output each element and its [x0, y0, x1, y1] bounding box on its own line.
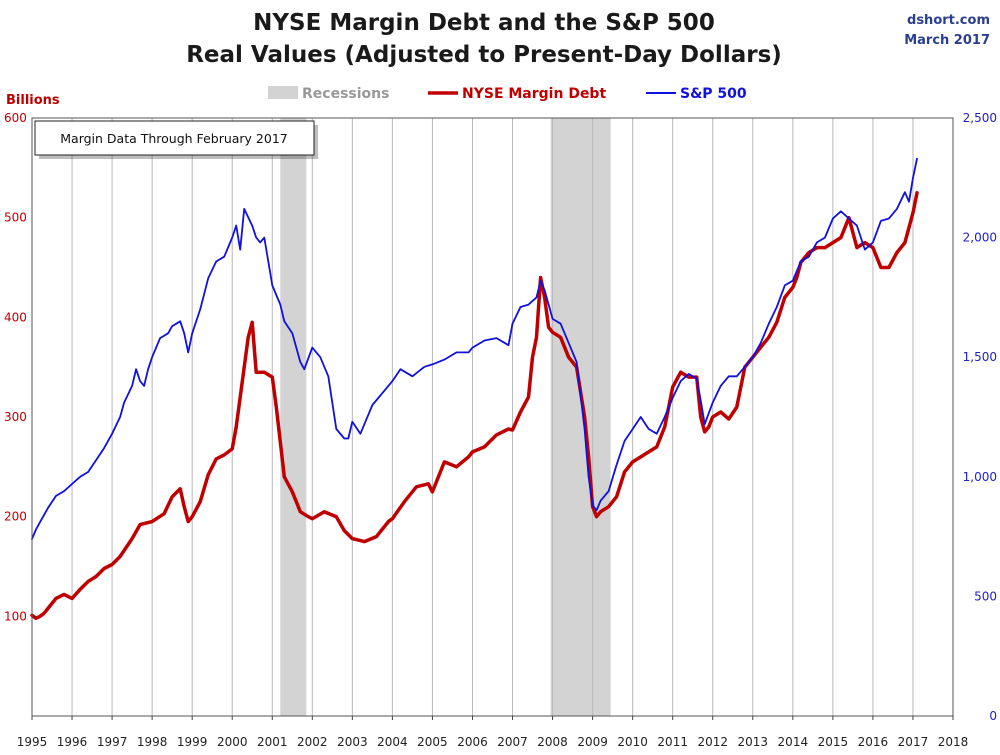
x-tick-label-2012: 2012: [697, 735, 728, 749]
x-tick-label-2013: 2013: [738, 735, 769, 749]
x-tick-label-2014: 2014: [778, 735, 809, 749]
right-tick-label-1000: 1,000: [963, 470, 997, 484]
x-tick-label-2002: 2002: [297, 735, 328, 749]
x-tick-label-2017: 2017: [898, 735, 929, 749]
x-tick-label-1996: 1996: [57, 735, 88, 749]
recession-bands: [280, 118, 611, 716]
x-tick-label-2008: 2008: [537, 735, 568, 749]
x-tick-label-2001: 2001: [257, 735, 288, 749]
credit-date: March 2017: [904, 33, 990, 48]
legend-margin-label: NYSE Margin Debt: [462, 86, 606, 102]
left-axis-ticks: 100 200 300 400 500 600: [4, 111, 27, 623]
series-line-margin-debt: [30, 191, 919, 621]
x-tick-label-2005: 2005: [417, 735, 448, 749]
credit-site: dshort.com: [907, 13, 990, 28]
left-tick-label-600: 600: [4, 111, 27, 125]
chart-title: NYSE Margin Debt and the S&P 500: [253, 10, 715, 36]
chart-subtitle: Real Values (Adjusted to Present-Day Dol…: [186, 42, 782, 68]
x-tick-label-2000: 2000: [217, 735, 248, 749]
right-tick-label-2500: 2,500: [963, 111, 997, 125]
legend-recession-swatch: [268, 86, 298, 99]
right-tick-label-1500: 1,500: [963, 350, 997, 364]
x-tick-label-2015: 2015: [818, 735, 849, 749]
x-tick-label-2003: 2003: [337, 735, 368, 749]
x-axis-ticks: 1995 1996 1997 1998 1999 2000 2001 2002 2003 2004…: [17, 716, 969, 749]
legend-recession-label: Recessions: [302, 86, 389, 102]
x-tick-label-1998: 1998: [137, 735, 168, 749]
annotation-box: Margin Data Through February 2017: [34, 120, 318, 159]
x-tick-label-2009: 2009: [577, 735, 608, 749]
left-tick-label-200: 200: [4, 510, 27, 524]
recession-band-1: [280, 118, 307, 716]
legend-sp500-label: S&P 500: [680, 86, 747, 102]
recession-band-2: [550, 118, 611, 716]
x-tick-label-1995: 1995: [17, 735, 48, 749]
x-tick-label-2011: 2011: [657, 735, 688, 749]
annotation-text: Margin Data Through February 2017: [60, 131, 287, 146]
left-tick-label-300: 300: [4, 410, 27, 424]
right-tick-label-2000: 2,000: [963, 231, 997, 245]
x-tick-label-1999: 1999: [177, 735, 208, 749]
right-axis-ticks: 0 500 1,000 1,500 2,000 2,500: [963, 111, 997, 723]
x-tick-label-2004: 2004: [377, 735, 408, 749]
legend: Recessions NYSE Margin Debt S&P 500: [268, 86, 747, 102]
x-tick-label-2007: 2007: [497, 735, 528, 749]
series-lines: [30, 157, 919, 621]
left-tick-label-500: 500: [4, 211, 27, 225]
plot-area: [32, 118, 953, 716]
series-line-sp500: [31, 157, 918, 540]
right-tick-label-0: 0: [989, 709, 997, 723]
plot-background: [32, 118, 953, 716]
left-axis-title: Billions: [6, 93, 60, 108]
x-tick-label-2010: 2010: [617, 735, 648, 749]
plot-frame: [31, 117, 954, 717]
left-tick-label-400: 400: [4, 310, 27, 324]
left-tick-label-100: 100: [4, 609, 27, 623]
right-tick-label-500: 500: [974, 589, 997, 603]
x-tick-label-2018: 2018: [938, 735, 969, 749]
x-tick-label-2006: 2006: [457, 735, 488, 749]
x-tick-label-1997: 1997: [97, 735, 128, 749]
plot-border: [31, 117, 954, 717]
x-tick-label-2016: 2016: [858, 735, 889, 749]
